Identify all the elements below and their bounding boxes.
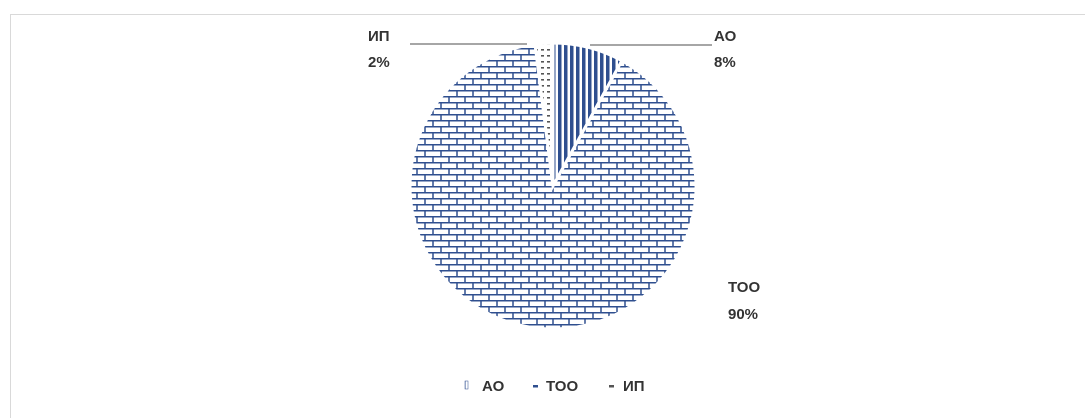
data-label-ip-pct: 2%	[368, 54, 390, 71]
data-label-ao-name: АО	[714, 28, 737, 45]
legend-label-ip: ИП	[623, 378, 645, 395]
data-label-too-pct: 90%	[728, 306, 758, 323]
legend-label-ao: АО	[482, 378, 505, 395]
data-label-ip-name: ИП	[368, 28, 390, 45]
legend-swatch-ip	[609, 385, 614, 388]
chart-frame	[10, 14, 1085, 418]
data-label-too-name: ТОО	[728, 279, 760, 296]
pie-slice-too	[408, 42, 698, 331]
pie-slice-ip	[533, 41, 555, 187]
legend-label-too: ТОО	[546, 378, 578, 395]
legend-swatch-too	[533, 385, 538, 388]
legend-swatch-ao	[464, 380, 469, 390]
legend: АО ТОО ИП	[464, 378, 645, 395]
pie-slices	[408, 41, 698, 331]
data-label-ao-pct: 8%	[714, 54, 736, 71]
